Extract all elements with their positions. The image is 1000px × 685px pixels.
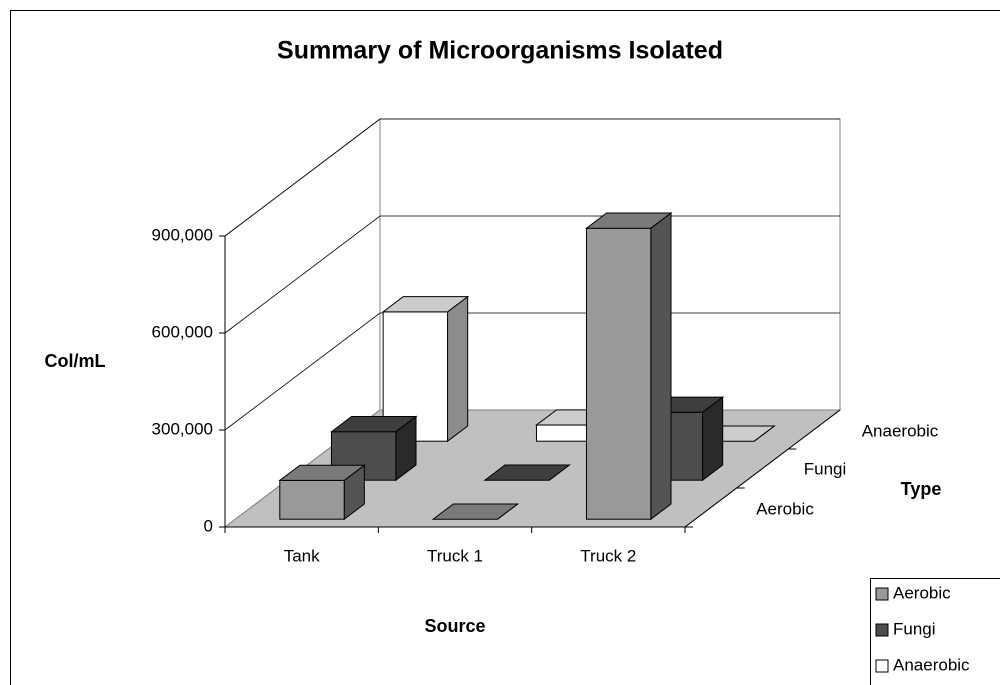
z-tick-label: Anaerobic [862, 421, 939, 440]
legend-swatch [875, 623, 889, 637]
grid-line [224, 312, 840, 431]
legend-label: Aerobic [893, 583, 951, 602]
x-tick-label: Truck 1 [427, 546, 483, 565]
y-tick-label: 900,000 [152, 225, 213, 244]
chart-title: Summary of Microorganisms Isolated [277, 37, 723, 65]
bar-top [584, 212, 673, 229]
bar-top [431, 503, 520, 520]
bar-side [447, 295, 469, 443]
legend-swatch [875, 587, 889, 601]
z-tick-label: Fungi [804, 459, 847, 478]
legend-label: Fungi [893, 619, 936, 638]
legend-label: Anaerobic [893, 655, 970, 674]
grid-line [224, 215, 840, 334]
legend-box [870, 578, 1000, 685]
z-tick-label: Aerobic [756, 499, 814, 518]
bar [279, 479, 345, 520]
y-tick-label: 0 [204, 516, 213, 535]
y-axis-title: Col/mL [45, 351, 106, 371]
x-axis-title: Source [424, 616, 485, 636]
y-tick-label: 300,000 [152, 419, 213, 438]
bar-top [483, 464, 571, 481]
grid-line [224, 118, 840, 237]
bar-side [650, 211, 672, 521]
x-tick-label: Truck 2 [580, 546, 636, 565]
legend-swatch [875, 659, 889, 673]
bar-top [329, 415, 418, 433]
bar-top [381, 296, 470, 313]
bar [585, 227, 652, 520]
z-axis [684, 409, 841, 528]
bar-top [278, 464, 366, 481]
z-axis-title: Type [901, 479, 942, 499]
x-tick-label: Tank [284, 546, 320, 565]
y-tick-label: 600,000 [152, 322, 213, 341]
